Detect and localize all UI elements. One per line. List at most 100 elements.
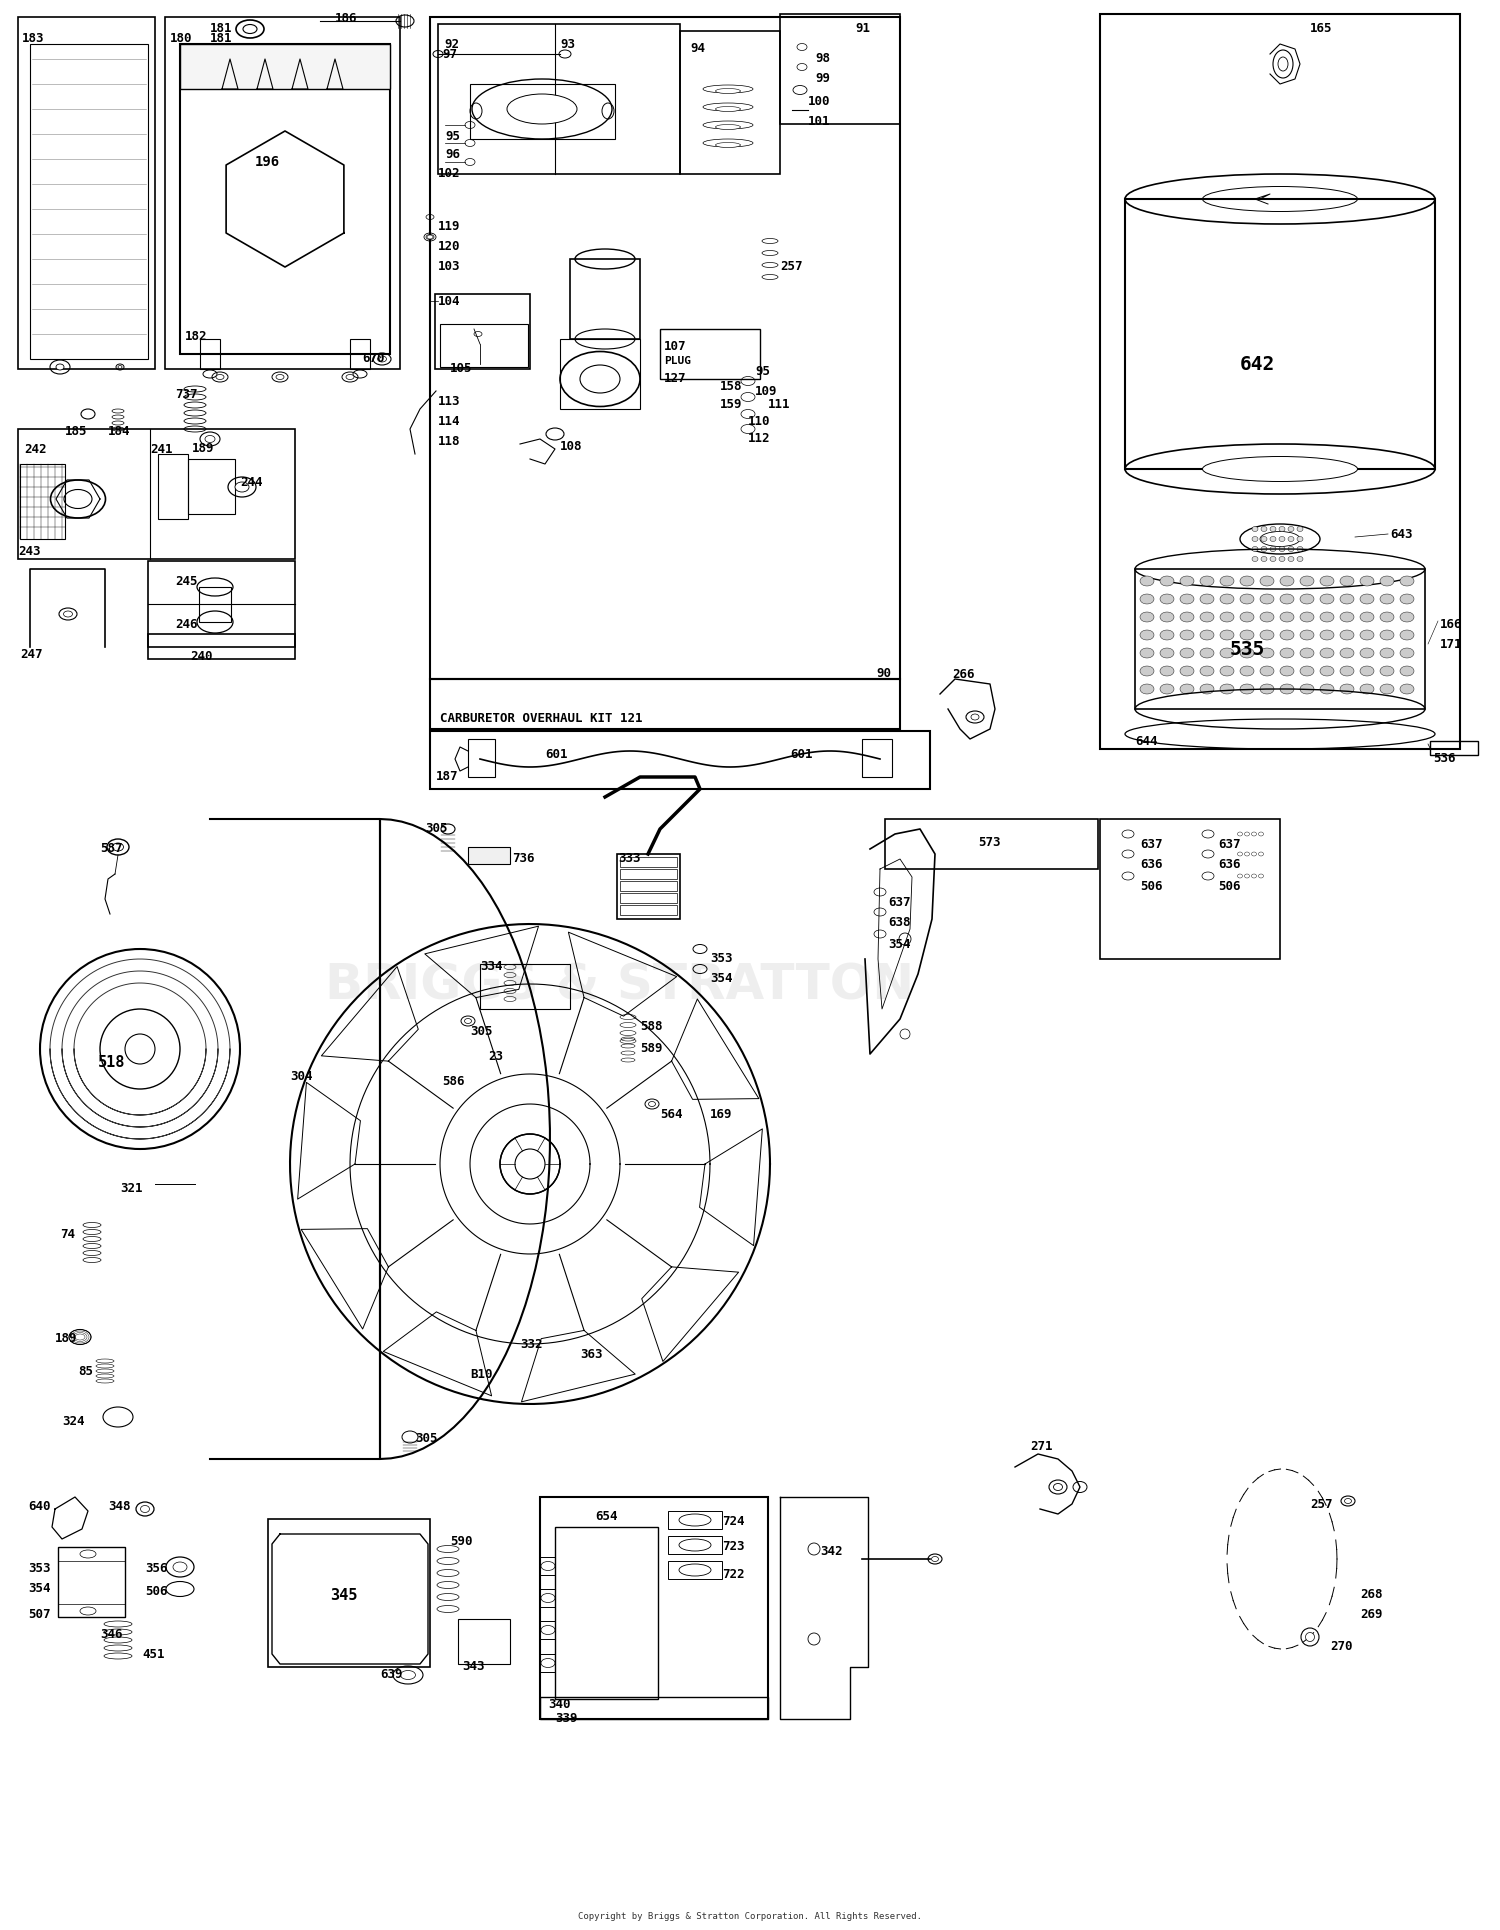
Text: 639: 639 bbox=[380, 1668, 402, 1681]
Text: 94: 94 bbox=[690, 42, 705, 54]
Text: PLUG: PLUG bbox=[664, 355, 692, 367]
Text: 536: 536 bbox=[1432, 751, 1455, 764]
Ellipse shape bbox=[1252, 548, 1258, 552]
Ellipse shape bbox=[1203, 187, 1358, 212]
Ellipse shape bbox=[236, 482, 249, 492]
Ellipse shape bbox=[1400, 648, 1414, 658]
Bar bbox=[570, 261, 640, 340]
Text: 165: 165 bbox=[1310, 21, 1332, 35]
Text: 342: 342 bbox=[821, 1544, 843, 1558]
Text: 93: 93 bbox=[560, 39, 574, 50]
Text: 348: 348 bbox=[108, 1500, 130, 1513]
Ellipse shape bbox=[1280, 666, 1294, 677]
Text: 266: 266 bbox=[952, 668, 975, 681]
Ellipse shape bbox=[970, 714, 980, 720]
Ellipse shape bbox=[63, 612, 72, 618]
Ellipse shape bbox=[716, 143, 741, 149]
Text: 670: 670 bbox=[362, 351, 384, 365]
Ellipse shape bbox=[1200, 631, 1214, 641]
Ellipse shape bbox=[1320, 685, 1334, 695]
Ellipse shape bbox=[1340, 666, 1354, 677]
Text: 588: 588 bbox=[640, 1019, 663, 1033]
Ellipse shape bbox=[716, 108, 741, 112]
Text: 643: 643 bbox=[1390, 527, 1413, 540]
Ellipse shape bbox=[1240, 577, 1254, 587]
Ellipse shape bbox=[1053, 1484, 1062, 1490]
Ellipse shape bbox=[1220, 631, 1234, 641]
Ellipse shape bbox=[1200, 685, 1214, 695]
Text: 573: 573 bbox=[978, 836, 1000, 849]
Text: 601: 601 bbox=[790, 747, 813, 760]
Ellipse shape bbox=[1140, 594, 1154, 604]
Text: 589: 589 bbox=[640, 1042, 663, 1054]
Ellipse shape bbox=[1180, 612, 1194, 623]
Ellipse shape bbox=[1400, 631, 1414, 641]
Bar bbox=[148, 635, 296, 660]
Text: 171: 171 bbox=[1440, 637, 1462, 650]
Text: 110: 110 bbox=[748, 415, 771, 428]
Ellipse shape bbox=[1220, 685, 1234, 695]
Bar bbox=[616, 855, 680, 919]
Text: 564: 564 bbox=[660, 1108, 682, 1121]
Ellipse shape bbox=[1200, 612, 1214, 623]
Bar bbox=[540, 1558, 555, 1575]
Bar bbox=[540, 1621, 555, 1639]
Ellipse shape bbox=[1260, 648, 1274, 658]
Text: 305: 305 bbox=[470, 1025, 492, 1038]
Text: 109: 109 bbox=[754, 384, 777, 398]
Bar bbox=[620, 882, 676, 892]
Text: 507: 507 bbox=[28, 1608, 51, 1619]
Ellipse shape bbox=[1180, 631, 1194, 641]
Bar bbox=[30, 44, 148, 359]
Bar bbox=[885, 820, 1098, 870]
Ellipse shape bbox=[1200, 648, 1214, 658]
Ellipse shape bbox=[1305, 1633, 1314, 1642]
Text: 169: 169 bbox=[710, 1108, 732, 1121]
Bar bbox=[148, 562, 296, 648]
Ellipse shape bbox=[1320, 594, 1334, 604]
Bar bbox=[165, 17, 401, 371]
Text: 268: 268 bbox=[1360, 1586, 1383, 1600]
Ellipse shape bbox=[1280, 631, 1294, 641]
Bar bbox=[1125, 201, 1436, 469]
Text: 158: 158 bbox=[720, 380, 742, 394]
Text: 189: 189 bbox=[192, 442, 214, 455]
Ellipse shape bbox=[1360, 612, 1374, 623]
Text: 363: 363 bbox=[580, 1347, 603, 1361]
Ellipse shape bbox=[1300, 577, 1314, 587]
Ellipse shape bbox=[1140, 648, 1154, 658]
Ellipse shape bbox=[1180, 666, 1194, 677]
Text: 343: 343 bbox=[462, 1660, 484, 1671]
Ellipse shape bbox=[1160, 577, 1174, 587]
Text: 95: 95 bbox=[754, 365, 770, 378]
Ellipse shape bbox=[1298, 537, 1304, 542]
Bar bbox=[470, 85, 615, 141]
Ellipse shape bbox=[1380, 631, 1394, 641]
Ellipse shape bbox=[1260, 612, 1274, 623]
Bar bbox=[350, 340, 370, 371]
Text: BRIGGS & STRATTON: BRIGGS & STRATTON bbox=[326, 961, 915, 1009]
Text: 518: 518 bbox=[98, 1054, 126, 1069]
Ellipse shape bbox=[1300, 631, 1314, 641]
Ellipse shape bbox=[1270, 558, 1276, 562]
Text: 186: 186 bbox=[334, 12, 357, 25]
Bar bbox=[668, 1536, 722, 1554]
Text: 85: 85 bbox=[78, 1365, 93, 1378]
Ellipse shape bbox=[1340, 594, 1354, 604]
Bar bbox=[1100, 820, 1280, 959]
Ellipse shape bbox=[1240, 594, 1254, 604]
Ellipse shape bbox=[1140, 631, 1154, 641]
Ellipse shape bbox=[1262, 558, 1268, 562]
Text: 346: 346 bbox=[100, 1627, 123, 1640]
Text: 189: 189 bbox=[56, 1332, 78, 1345]
Ellipse shape bbox=[1260, 666, 1274, 677]
Ellipse shape bbox=[1320, 612, 1334, 623]
Text: 166: 166 bbox=[1440, 618, 1462, 631]
Ellipse shape bbox=[1262, 537, 1268, 542]
Text: 185: 185 bbox=[64, 425, 87, 438]
Ellipse shape bbox=[1260, 631, 1274, 641]
Text: 101: 101 bbox=[808, 116, 831, 127]
Text: 601: 601 bbox=[544, 747, 567, 760]
Ellipse shape bbox=[1240, 666, 1254, 677]
Bar bbox=[668, 1561, 722, 1579]
